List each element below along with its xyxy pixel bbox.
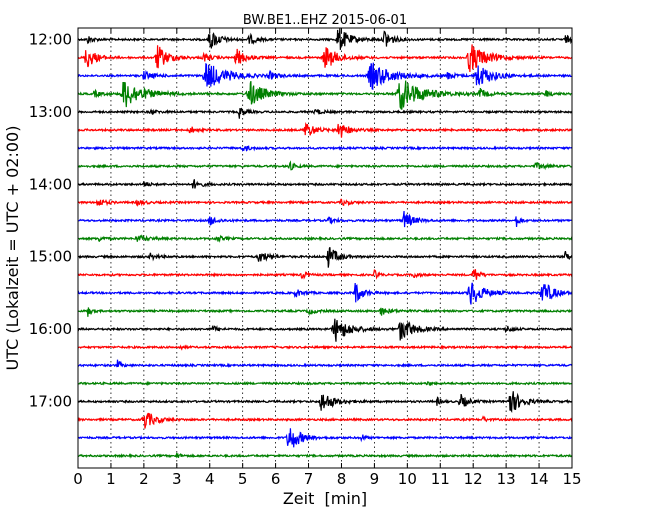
chart-title: BW.BE1..EHZ 2015-06-01 (243, 13, 407, 28)
y-tick-label: 16:00 (29, 320, 72, 338)
y-axis: 12:00 13:00 14:00 15:00 16:00 17:00 (29, 31, 572, 411)
trace-1615 (77, 344, 573, 351)
trace-1415 (77, 198, 573, 207)
trace-1245 (77, 80, 573, 111)
y-tick-label: 13:00 (29, 103, 72, 121)
x-tick-label: 4 (205, 470, 215, 488)
x-tick-label: 1 (106, 470, 116, 488)
trace-1200 (77, 28, 573, 50)
x-axis-label: Zeit [min] (283, 489, 367, 508)
x-tick-label: 14 (530, 470, 549, 488)
trace-1315 (77, 122, 573, 138)
trace-1445 (77, 234, 573, 243)
x-tick-label: 3 (172, 470, 182, 488)
plot-frame (77, 27, 573, 469)
trace-1500 (77, 247, 573, 268)
y-tick-label: 17:00 (29, 393, 72, 411)
trace-1300 (77, 107, 573, 119)
trace-1545 (77, 307, 573, 317)
trace-1400 (77, 179, 573, 189)
x-tick-label: 0 (73, 470, 83, 488)
x-tick-label: 13 (497, 470, 516, 488)
trace-1330 (77, 144, 573, 152)
trace-1515 (77, 269, 573, 280)
trace-1215 (77, 44, 573, 73)
y-tick-label: 12:00 (29, 31, 72, 49)
x-tick-label: 11 (431, 470, 450, 488)
x-tick-label: 15 (562, 470, 581, 488)
x-axis: 0 1 2 3 4 5 6 7 8 9 10 11 12 13 14 15 (73, 28, 582, 488)
trace-1430 (77, 211, 573, 228)
traces (77, 28, 573, 459)
trace-1700 (77, 391, 573, 414)
trace-1715 (77, 412, 573, 429)
trace-1530 (77, 282, 573, 305)
x-tick-label: 9 (370, 470, 380, 488)
y-tick-label: 14:00 (29, 175, 72, 193)
x-tick-label: 5 (238, 470, 248, 488)
trace-1630 (77, 359, 573, 368)
x-tick-label: 10 (398, 470, 417, 488)
trace-1745 (77, 452, 573, 459)
y-tick-label: 15:00 (29, 248, 72, 266)
x-tick-label: 2 (139, 470, 149, 488)
trace-1730 (77, 428, 573, 448)
x-tick-label: 7 (304, 470, 314, 488)
trace-1345 (77, 160, 573, 171)
y-axis-label: UTC (Lokalzeit = UTC + 02:00) (3, 126, 22, 371)
x-tick-label: 12 (464, 470, 483, 488)
x-tick-label: 8 (337, 470, 347, 488)
trace-1230 (77, 62, 573, 91)
x-tick-label: 6 (271, 470, 281, 488)
trace-1600 (77, 318, 573, 342)
plot-background (78, 28, 572, 468)
trace-1645 (77, 380, 573, 387)
